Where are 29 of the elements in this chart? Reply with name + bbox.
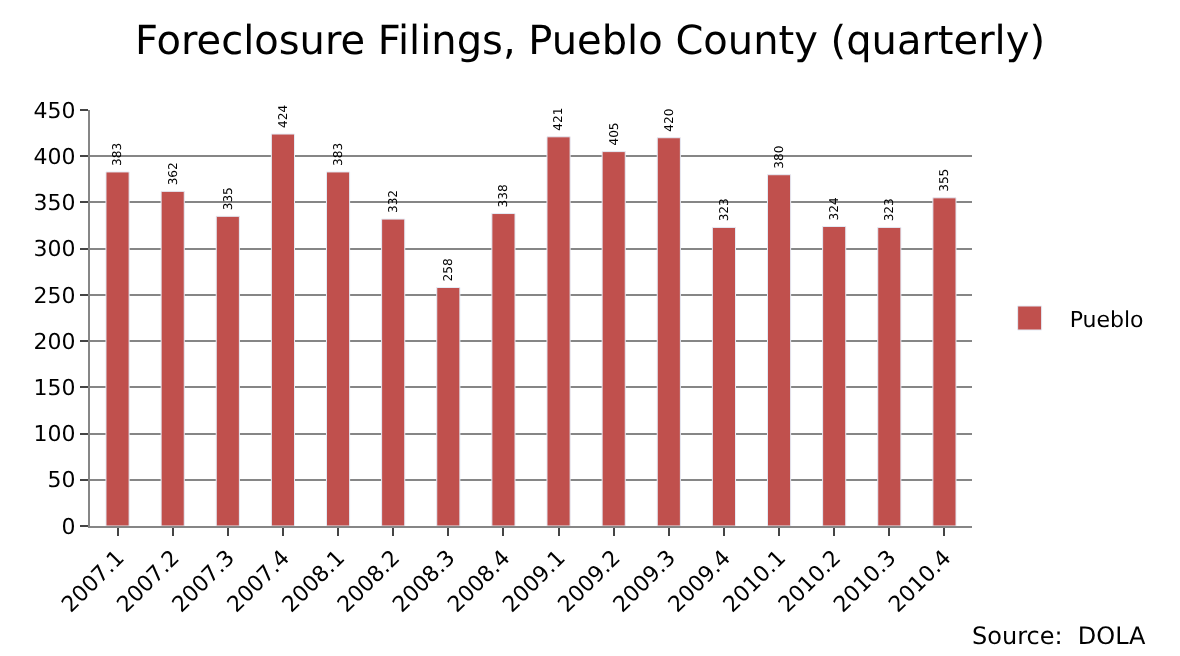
- y-tick-label: 100: [33, 421, 76, 448]
- bar: [436, 287, 461, 526]
- y-tick-label: 0: [61, 513, 76, 540]
- bar: [656, 137, 681, 526]
- y-tick-label: 200: [33, 328, 76, 355]
- bar: [325, 171, 351, 526]
- bar: [160, 190, 185, 526]
- bar: [215, 215, 240, 526]
- bar: [491, 213, 516, 526]
- bar: [381, 218, 406, 526]
- legend-label: Pueblo: [1069, 306, 1145, 333]
- bar: [877, 226, 902, 526]
- bar: [105, 171, 130, 526]
- bar: [601, 151, 626, 526]
- y-tick-label: 400: [33, 143, 76, 170]
- chart-title: Foreclosure Filings, Pueblo County (quarterly): [134, 16, 1046, 65]
- y-tick-label: 50: [47, 467, 76, 494]
- y-tick-label: 250: [33, 282, 76, 309]
- bar: [546, 136, 571, 526]
- bar: [932, 197, 957, 526]
- y-tick-label: 450: [33, 97, 76, 124]
- bar: [270, 133, 296, 526]
- y-tick-label: 350: [33, 190, 76, 217]
- bar: [711, 226, 737, 526]
- source-note: Source: DOLA: [972, 622, 1148, 650]
- y-tick-label: 300: [33, 236, 76, 263]
- y-tick-label: 150: [33, 375, 76, 402]
- bar: [766, 174, 792, 526]
- bar: [822, 225, 847, 526]
